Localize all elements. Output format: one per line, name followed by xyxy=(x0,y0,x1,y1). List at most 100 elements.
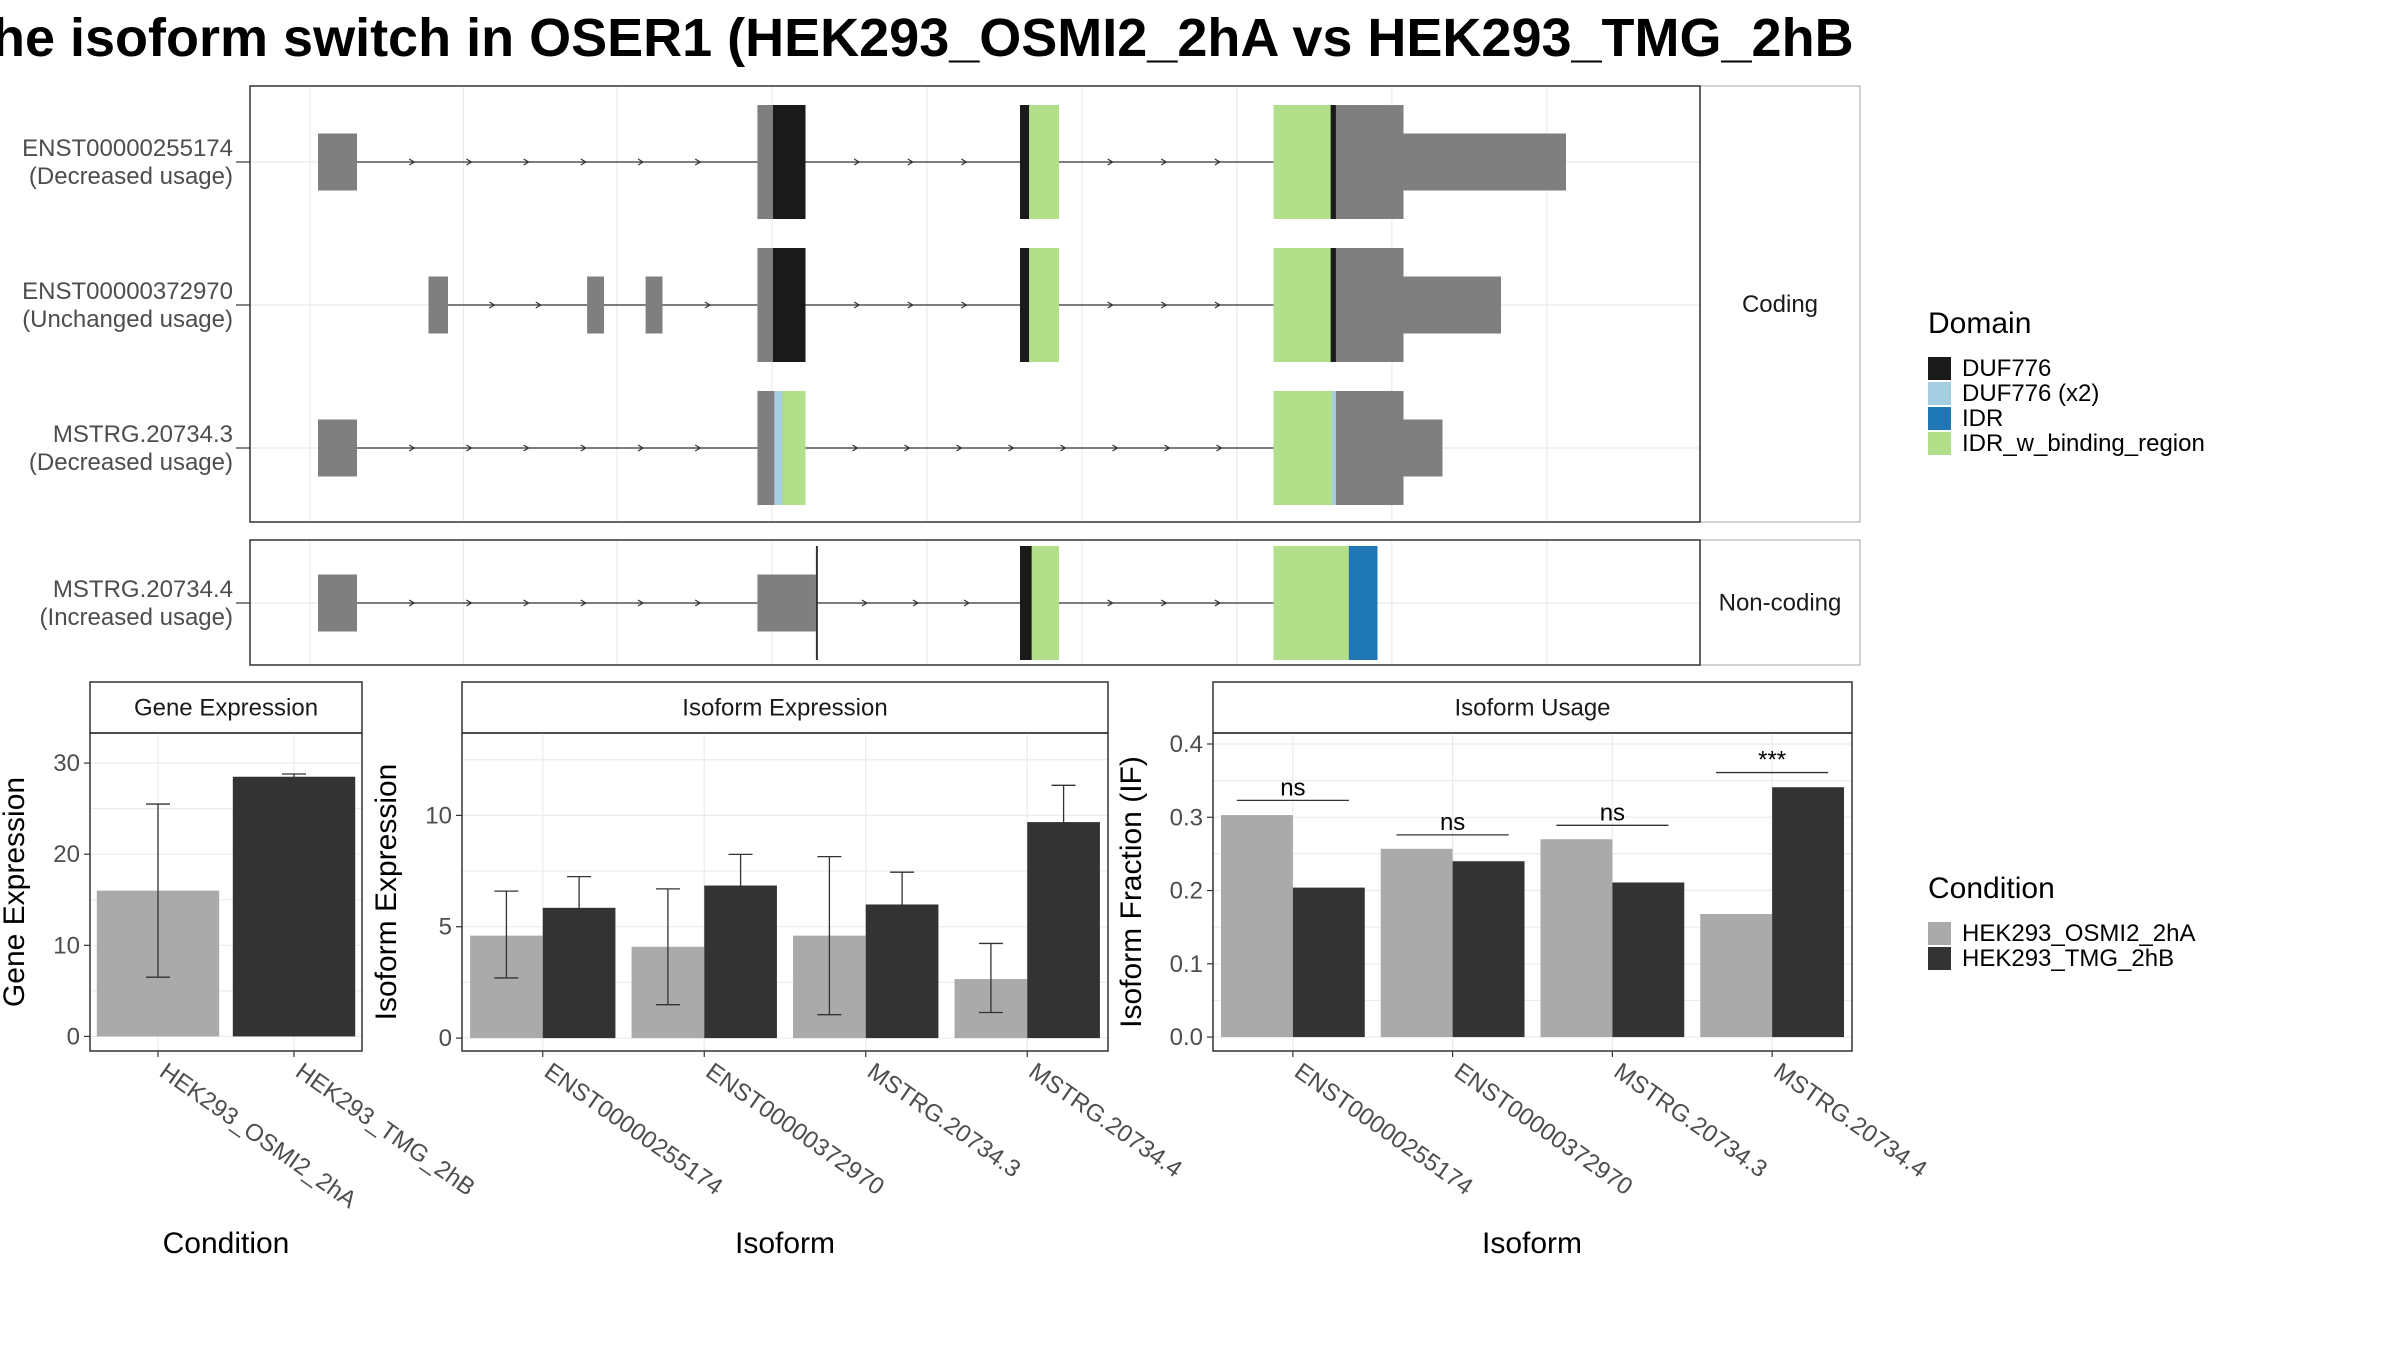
domain-IDR_w_binding_region xyxy=(1029,105,1059,219)
intron-arrow xyxy=(694,158,702,166)
legend-swatch xyxy=(1928,357,1951,380)
y-tick-label: 10 xyxy=(53,932,80,959)
utr-exon xyxy=(587,276,604,334)
intron-arrow xyxy=(1107,158,1114,166)
intron-arrow xyxy=(637,444,645,452)
y-tick-label: 0 xyxy=(439,1025,452,1052)
y-tick-label: 0.2 xyxy=(1170,878,1203,905)
y-tick-label: 0.0 xyxy=(1170,1024,1203,1051)
x-tick-label: MSTRG.20734.3 xyxy=(1609,1058,1772,1183)
intron-arrow xyxy=(466,158,473,166)
bar xyxy=(1292,887,1365,1038)
domain-DUF776 xyxy=(1020,248,1030,362)
intron-arrow xyxy=(580,444,587,452)
legend-label: DUF776 xyxy=(1962,355,2051,382)
utr-exon xyxy=(1403,419,1443,477)
domain-IDR_w_binding_region xyxy=(1273,248,1331,362)
bar xyxy=(232,776,356,1037)
legend-title: Condition xyxy=(1928,872,2055,905)
gene-panel-border xyxy=(249,85,1701,523)
panel-border xyxy=(461,732,1109,1052)
utr-exon xyxy=(318,419,357,477)
intron-arrow xyxy=(408,444,416,452)
intron-arrow xyxy=(1160,599,1168,607)
intron-arrow xyxy=(1214,599,1222,607)
intron-arrow xyxy=(466,444,473,452)
intron-arrow xyxy=(1214,301,1222,309)
significance-label: ns xyxy=(1440,809,1465,836)
x-tick-label: ENST00000255174 xyxy=(539,1058,727,1201)
legend-swatch xyxy=(1928,947,1951,970)
facet-strip-label: Non-coding xyxy=(1719,590,1842,617)
legend-label: DUF776 (x2) xyxy=(1962,380,2099,407)
panel-gene-expression: Gene Expression0102030HEK293_OSMI2_2hAHE… xyxy=(0,681,480,1260)
intron-arrow xyxy=(1160,301,1168,309)
transcript-usage-label: (Decreased usage) xyxy=(29,163,233,190)
domain-IDR_w_binding_region xyxy=(1029,248,1059,362)
intron-arrow xyxy=(637,158,645,166)
facet-strip xyxy=(1699,539,1861,666)
figure-title: he isoform switch in OSER1 (HEK293_OSMI2… xyxy=(0,8,1854,68)
gene-panel-border xyxy=(249,539,1701,666)
x-tick-label: MSTRG.20734.4 xyxy=(1769,1058,1932,1183)
intron-arrow xyxy=(535,301,542,309)
intron-arrow xyxy=(694,444,702,452)
domain-DUF776_x2 xyxy=(774,391,783,505)
y-tick-label: 0 xyxy=(67,1023,80,1050)
bar xyxy=(1452,861,1525,1038)
transcript-name-label: MSTRG.20734.3 xyxy=(53,421,233,448)
domain-IDR_w_binding_region xyxy=(782,391,806,505)
intron-arrow xyxy=(961,158,968,166)
utr-exon xyxy=(757,574,816,632)
legend-swatch xyxy=(1928,432,1951,455)
legend-label: HEK293_TMG_2hB xyxy=(1962,945,2174,972)
y-tick-label: 0.1 xyxy=(1170,951,1203,978)
legend-swatch xyxy=(1928,382,1951,405)
panel-strip-label: Gene Expression xyxy=(134,695,318,722)
utr-exon xyxy=(428,276,448,334)
x-tick-label: MSTRG.20734.4 xyxy=(1024,1058,1187,1183)
intron-arrow xyxy=(853,158,861,166)
panel-strip-label: Isoform Expression xyxy=(682,695,887,722)
intron-arrow xyxy=(852,444,859,452)
bar xyxy=(1612,882,1685,1038)
intron-arrow xyxy=(1008,444,1015,452)
transcript-usage-label: (Decreased usage) xyxy=(29,449,233,476)
intron-arrow xyxy=(961,301,968,309)
intron-arrow xyxy=(523,599,530,607)
legend-title: Domain xyxy=(1928,307,2031,340)
y-tick-label: 5 xyxy=(439,914,452,941)
legend-label: IDR_w_binding_region xyxy=(1962,430,2205,457)
domain-DUF776_x2 xyxy=(1332,391,1336,505)
intron-arrow xyxy=(904,444,911,452)
significance-label: *** xyxy=(1758,747,1786,774)
bar xyxy=(1540,839,1613,1038)
intron-arrow xyxy=(1107,301,1114,309)
intron-arrow xyxy=(694,599,702,607)
transcript-MSTRG.20734.4 xyxy=(318,546,1378,660)
y-axis-title: Isoform Expression xyxy=(370,764,403,1021)
domain-IDR_w_binding_region xyxy=(1273,546,1349,660)
intron-arrow xyxy=(1164,444,1171,452)
intron-arrow xyxy=(912,599,920,607)
y-tick-label: 0.4 xyxy=(1170,731,1203,758)
panel-border xyxy=(1212,732,1853,1052)
legend-label: HEK293_OSMI2_2hA xyxy=(1962,920,2195,947)
utr-exon xyxy=(645,276,663,334)
intron-arrow xyxy=(637,599,645,607)
domain-DUF776 xyxy=(773,105,806,219)
bar xyxy=(1220,815,1293,1038)
transcript-usage-label: (Increased usage) xyxy=(40,604,233,631)
x-axis-title: Isoform xyxy=(735,1227,835,1260)
utr-exon xyxy=(318,133,357,191)
intron-arrow xyxy=(704,301,712,309)
domain-DUF776 xyxy=(1020,105,1030,219)
intron-arrow xyxy=(580,599,587,607)
bar xyxy=(1380,848,1453,1038)
intron-arrow xyxy=(1160,158,1168,166)
facet-strip xyxy=(1699,85,1861,523)
legend-swatch xyxy=(1928,922,1951,945)
intron-arrow xyxy=(580,158,587,166)
